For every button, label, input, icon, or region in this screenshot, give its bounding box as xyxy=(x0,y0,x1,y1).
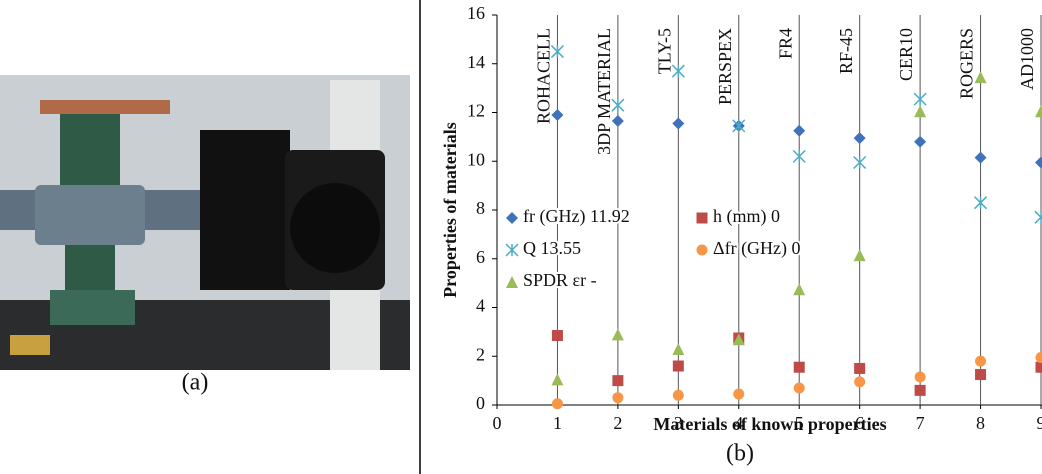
point xyxy=(975,369,986,380)
material-label: FR4 xyxy=(775,28,795,59)
point xyxy=(673,390,684,401)
point xyxy=(672,117,684,129)
y-tick-label: 14 xyxy=(467,52,485,72)
legend-label: Q 13.55 xyxy=(523,238,581,258)
point xyxy=(673,361,684,372)
point xyxy=(975,356,986,367)
x-tick-label: 6 xyxy=(855,413,864,433)
y-axis-title: Properties of materials xyxy=(440,122,460,298)
point xyxy=(794,382,805,393)
point xyxy=(551,373,563,385)
material-label: RF-45 xyxy=(836,28,856,74)
point xyxy=(672,343,684,355)
x-tick-label: 3 xyxy=(674,413,683,433)
legend-label: SPDR εr - xyxy=(523,270,597,290)
legend-marker xyxy=(506,244,518,256)
point xyxy=(975,197,987,209)
point xyxy=(793,125,805,137)
point xyxy=(915,385,926,396)
point xyxy=(854,156,866,168)
point xyxy=(612,328,624,340)
point xyxy=(793,150,805,162)
material-label: ROHACELL xyxy=(534,28,554,124)
y-tick-label: 6 xyxy=(476,247,485,267)
legend-marker xyxy=(506,212,518,224)
x-tick-label: 9 xyxy=(1037,413,1042,433)
legend-label: h (mm) 0 xyxy=(713,206,780,227)
y-tick-label: 10 xyxy=(467,149,485,169)
chart-caption: (b) xyxy=(726,441,754,467)
legend-marker xyxy=(697,213,708,224)
x-tick-label: 4 xyxy=(734,413,743,433)
legend-label: Δfr (GHz) 0 xyxy=(713,238,801,259)
point xyxy=(1035,105,1042,117)
point xyxy=(612,375,623,386)
point xyxy=(1036,352,1042,363)
point xyxy=(1035,156,1042,168)
figure: (a) Materials of known properties Proper… xyxy=(0,0,1042,474)
x-tick-label: 1 xyxy=(553,413,562,433)
x-tick-label: 5 xyxy=(795,413,804,433)
point xyxy=(733,389,744,400)
point xyxy=(975,152,987,164)
y-tick-label: 0 xyxy=(476,393,485,413)
material-label: TLY-5 xyxy=(654,28,674,74)
point xyxy=(854,376,865,387)
point xyxy=(854,363,865,374)
point xyxy=(794,362,805,373)
point xyxy=(552,330,563,341)
point xyxy=(1035,211,1042,223)
material-label: CER10 xyxy=(896,28,916,81)
x-tick-label: 8 xyxy=(976,413,985,433)
material-label: 3DP MATERIAL xyxy=(594,28,614,155)
material-label: PERSPEX xyxy=(715,28,735,105)
photo-caption: (a) xyxy=(182,370,209,396)
legend-label: fr (GHz) 11.92 xyxy=(523,206,630,227)
y-tick-label: 12 xyxy=(467,101,485,121)
material-label: AD1000 xyxy=(1017,28,1037,90)
material-label: ROGERS xyxy=(957,28,977,99)
y-tick-label: 2 xyxy=(476,344,485,364)
point xyxy=(552,398,563,409)
point xyxy=(915,371,926,382)
y-tick-label: 8 xyxy=(476,198,485,218)
point xyxy=(612,392,623,403)
point xyxy=(854,132,866,144)
x-tick-label: 7 xyxy=(916,413,925,433)
x-tick-label: 2 xyxy=(613,413,622,433)
y-tick-label: 4 xyxy=(476,296,485,316)
y-tick-label: 16 xyxy=(467,3,485,23)
legend-marker xyxy=(506,276,518,288)
x-axis-title: Materials of known properties xyxy=(653,414,886,434)
photo xyxy=(0,75,410,370)
x-tick-label: 0 xyxy=(493,413,502,433)
point xyxy=(914,93,926,105)
point xyxy=(793,283,805,295)
point xyxy=(914,105,926,117)
point xyxy=(854,249,866,261)
point xyxy=(914,136,926,148)
legend-marker xyxy=(697,245,708,256)
point xyxy=(1036,362,1042,373)
